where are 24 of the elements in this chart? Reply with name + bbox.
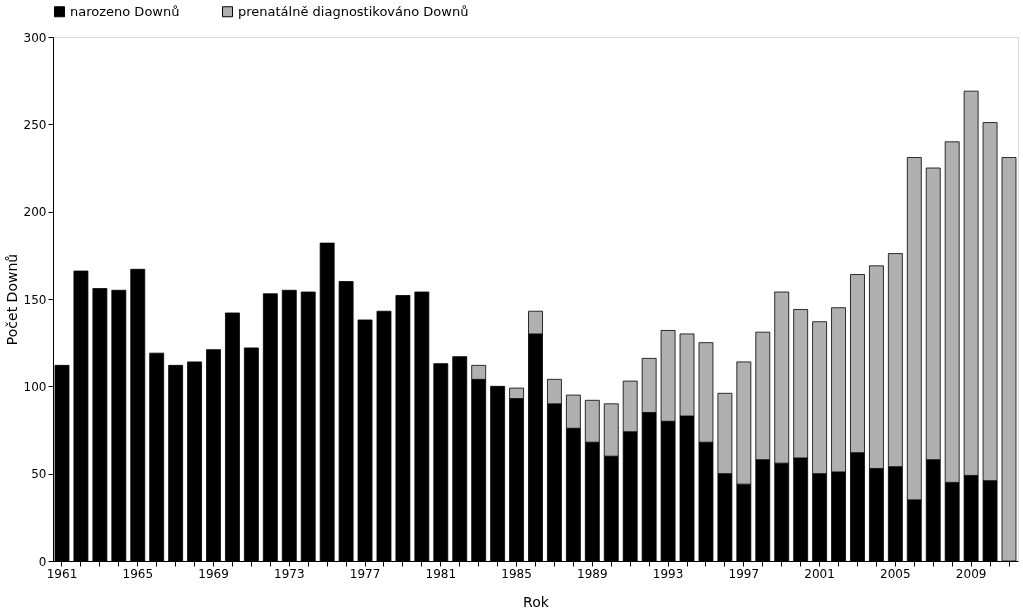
y-tick-label: 50 xyxy=(31,467,47,482)
x-tick-label: 1989 xyxy=(577,566,608,581)
y-tick-label: 0 xyxy=(38,554,47,569)
x-tick-label: 1985 xyxy=(501,566,532,581)
y-axis-title: Počet Downů xyxy=(3,253,20,346)
x-tick-label: 1981 xyxy=(425,566,457,581)
x-axis-title: Rok xyxy=(523,593,550,610)
x-tick-label: 1997 xyxy=(728,566,760,581)
y-tick-label: 250 xyxy=(23,117,47,132)
y-tick-label: 100 xyxy=(23,379,47,394)
x-tick-label: 2005 xyxy=(880,566,911,581)
x-tick-label: 2009 xyxy=(955,566,987,581)
x-tick-label: 1969 xyxy=(198,566,229,581)
x-tick-label: 2001 xyxy=(804,566,835,581)
legend-label: prenatálně diagnostikováno Downů xyxy=(238,3,469,19)
y-tick-label: 150 xyxy=(23,292,47,307)
x-tick-label: 1973 xyxy=(274,566,305,581)
y-tick-label: 200 xyxy=(23,205,47,220)
legend-label: narozeno Downů xyxy=(70,3,180,19)
x-tick-label: 1965 xyxy=(122,566,154,581)
y-tick-label: 300 xyxy=(23,30,47,45)
x-tick-label: 1977 xyxy=(349,566,381,581)
x-tick-label: 1961 xyxy=(46,566,78,581)
x-tick-label: 1993 xyxy=(652,566,684,581)
